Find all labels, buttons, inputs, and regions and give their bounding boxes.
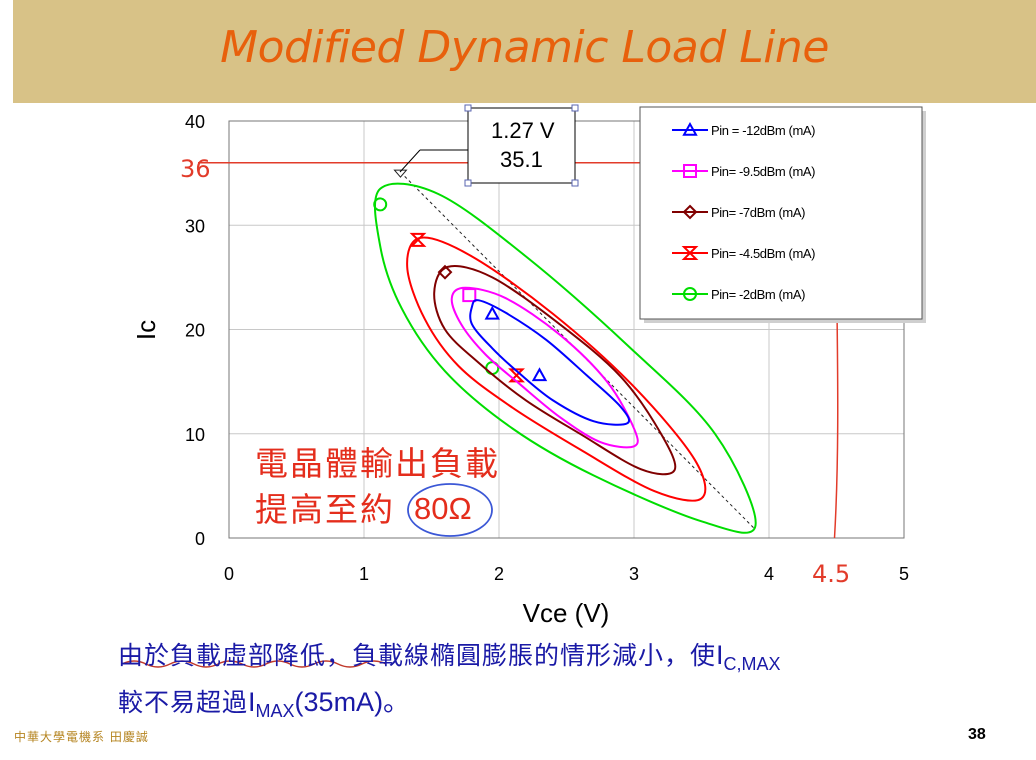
series-curve [406,236,707,502]
callout-handle[interactable] [571,179,579,187]
legend-item: Pin = -12dBm (mA) [672,121,816,138]
legend-label: Pin= -4.5dBm (mA) [711,246,815,261]
series-curve [450,286,639,449]
note-line2-sub: MAX [255,701,295,721]
load-line-marker [393,169,408,178]
value-circle-mark [407,483,493,537]
x-tick-label: 3 [629,564,639,584]
legend-item: Pin= -4.5dBm (mA) [672,246,816,261]
legend-label: Pin= -2dBm (mA) [711,287,805,302]
series-group [373,169,757,534]
series-marker [409,232,427,247]
page-number: 38 [968,726,986,743]
callout-box [467,107,576,184]
series-triangle [469,299,631,426]
series-square [450,286,639,449]
footer-author: 中華大學電機系 田慶誠 [14,730,149,744]
legend-label: Pin = -12dBm (mA) [711,123,815,138]
x-axis-label: Vce (V) [523,598,610,628]
y-tick-label: 20 [185,321,205,341]
tick-labels: 0 1 2 3 4 5 0 10 20 30 40 [185,112,909,584]
note-line2-var: I [248,687,256,717]
series-marker [508,368,525,383]
legend-marker [682,204,698,220]
note-line2: 較不易超過IMAX(35mA)。 [118,683,781,730]
callout-leader [399,149,421,173]
x-tick-label: 5 [899,564,909,584]
legend: Pin = -12dBm (mA) Pin= -9.5dBm (mA) Pin= -… [639,106,926,323]
load-note-line2: 提高至約 [255,490,395,529]
y-tick-label: 10 [185,425,205,445]
y-tick-label: 0 [195,529,205,549]
load-note-value: 80Ω [414,491,472,526]
note-line1-var: I [716,640,724,670]
x-tick-label: 4 [764,564,774,584]
callout-voltage: 1.27 V [491,118,555,143]
legend-marker [682,121,698,136]
series-curve [373,182,757,534]
legend-item: Pin= -9.5dBm (mA) [672,164,816,179]
note-line1-text: 由於負載虛部降低，負載線橢圓膨脹的情形減小，使 [118,641,717,670]
legend-marker [683,164,697,178]
legend-marker [683,287,697,301]
series-diamond [433,264,677,476]
series-marker [373,197,388,212]
y-tick-label: 30 [185,216,205,236]
series-curve [433,265,677,476]
legend-label: Pin= -9.5dBm (mA) [711,164,815,179]
slide-note: 由於負載虛部降低，負載線橢圓膨脹的情形減小，使IC,MAX 較不易超過IMAX(… [118,636,781,730]
title-bar: Modified Dynamic Load Line [13,0,1036,103]
callout-handle[interactable] [464,179,472,187]
note-line1: 由於負載虛部降低，負載線橢圓膨脹的情形減小，使IC,MAX [118,636,781,683]
slide-title: Modified Dynamic Load Line [220,22,829,73]
note-line2-text: 較不易超過 [118,688,249,717]
legend-item: Pin= -2dBm (mA) [672,287,806,302]
callout-handle[interactable] [571,104,579,112]
handwritten-36: 36 [180,155,211,183]
callout-handle[interactable] [464,104,472,112]
handwritten-45: 4.5 [812,560,850,588]
callout-current: 35.1 [500,147,543,172]
legend-label: Pin= -7dBm (mA) [711,205,805,220]
series-marker [484,305,500,320]
x-tick-label: 0 [224,564,234,584]
x-tick-label: 2 [494,564,504,584]
y-tick-label: 40 [185,112,205,132]
series-marker [531,367,548,382]
note-line2-tail: (35mA)。 [294,687,411,717]
legend-item: Pin= -7dBm (mA) [672,204,806,220]
series-hourglass [406,232,707,502]
series-marker [462,288,477,303]
load-note-line1: 電晶體輸出負載 [255,444,500,483]
note-line1-sub: C,MAX [723,654,781,674]
legend-marker [681,246,699,260]
series-curve [469,299,631,426]
y-axis-label: Ic [131,320,161,340]
x-tick-label: 1 [359,564,369,584]
value-callout: 1.27 V 35.1 [399,104,579,187]
note-wavy-underline [121,660,387,668]
series-marker [437,264,453,280]
